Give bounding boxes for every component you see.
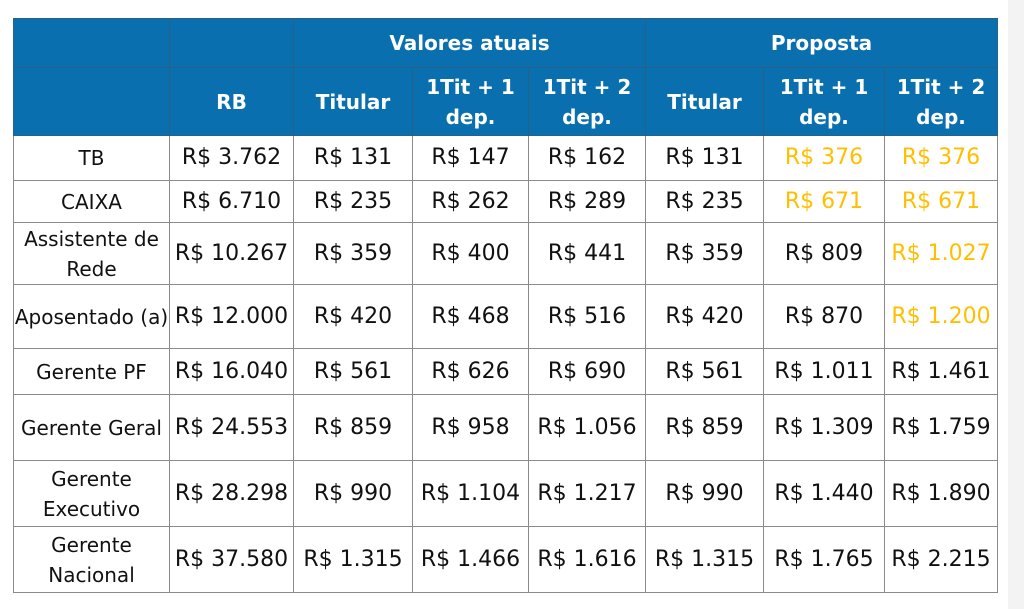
column-header: RB (169, 67, 294, 136)
value-cell: R$ 1.616 (528, 526, 646, 593)
table-row: Gerente Geral R$ 24.553 R$ 859 R$ 958 R$ 1.0… (13, 394, 998, 461)
value-cell: R$ 262 (412, 180, 529, 223)
health-plan-table: Valores atuais Proposta RB Titular 1Tit + … (13, 18, 998, 593)
row-label: Assistente de Rede (13, 222, 170, 285)
row-label: CAIXA (13, 180, 170, 223)
header-group-blank (169, 18, 294, 68)
value-cell: R$ 561 (293, 348, 413, 395)
value-cell: R$ 1.461 (884, 348, 998, 395)
value-cell: R$ 561 (645, 348, 764, 395)
value-cell: R$ 671 (884, 180, 998, 223)
value-cell: R$ 1.217 (528, 460, 646, 527)
value-cell: R$ 376 (763, 135, 885, 181)
header-group-current: Valores atuais (293, 18, 646, 68)
value-cell: R$ 420 (293, 284, 413, 349)
value-cell: R$ 441 (528, 222, 646, 285)
column-header: 1Tit + 2 dep. (884, 67, 998, 136)
column-header: Titular (645, 67, 764, 136)
row-label: TB (13, 135, 170, 181)
column-header: 1Tit + 2 dep. (528, 67, 646, 136)
slide-edge (1008, 0, 1024, 609)
value-cell: R$ 16.040 (169, 348, 294, 395)
header-corner (13, 18, 170, 68)
value-cell: R$ 809 (763, 222, 885, 285)
value-cell: R$ 1.890 (884, 460, 998, 527)
value-cell: R$ 376 (884, 135, 998, 181)
value-cell: R$ 1.466 (412, 526, 529, 593)
value-cell: R$ 3.762 (169, 135, 294, 181)
value-cell: R$ 1.056 (528, 394, 646, 461)
value-cell: R$ 24.553 (169, 394, 294, 461)
value-cell: R$ 1.440 (763, 460, 885, 527)
value-cell: R$ 289 (528, 180, 646, 223)
value-cell: R$ 400 (412, 222, 529, 285)
header-corner-2 (13, 67, 170, 136)
table-row: Gerente Nacional R$ 37.580 R$ 1.315 R$ 1.46… (13, 526, 998, 593)
value-cell: R$ 2.215 (884, 526, 998, 593)
column-header: 1Tit + 1 dep. (763, 67, 885, 136)
value-cell: R$ 516 (528, 284, 646, 349)
row-label: Gerente PF (13, 348, 170, 395)
value-cell: R$ 958 (412, 394, 529, 461)
value-cell: R$ 468 (412, 284, 529, 349)
value-cell: R$ 10.267 (169, 222, 294, 285)
table-row: Aposentado (a) R$ 12.000 R$ 420 R$ 468 R$ 51… (13, 284, 998, 349)
value-cell: R$ 359 (645, 222, 764, 285)
value-cell: R$ 690 (528, 348, 646, 395)
value-cell: R$ 147 (412, 135, 529, 181)
value-cell: R$ 37.580 (169, 526, 294, 593)
column-header: 1Tit + 1 dep. (412, 67, 529, 136)
value-cell: R$ 626 (412, 348, 529, 395)
row-label: Gerente Nacional (13, 526, 170, 593)
value-cell: R$ 1.315 (645, 526, 764, 593)
value-cell: R$ 131 (645, 135, 764, 181)
value-cell: R$ 235 (645, 180, 764, 223)
value-cell: R$ 28.298 (169, 460, 294, 527)
value-cell: R$ 870 (763, 284, 885, 349)
row-label: Gerente Executivo (13, 460, 170, 527)
row-label: Aposentado (a) (13, 284, 170, 349)
value-cell: R$ 990 (293, 460, 413, 527)
value-cell: R$ 6.710 (169, 180, 294, 223)
value-cell: R$ 859 (645, 394, 764, 461)
table-row: Gerente Executivo R$ 28.298 R$ 990 R$ 1.104… (13, 460, 998, 527)
table-row: CAIXA R$ 6.710 R$ 235 R$ 262 R$ 289 R$ 235 R$ … (13, 180, 998, 223)
header-group-proposal: Proposta (645, 18, 998, 68)
value-cell: R$ 1.104 (412, 460, 529, 527)
table-row: TB R$ 3.762 R$ 131 R$ 147 R$ 162 R$ 131 R$ 376… (13, 135, 998, 181)
value-cell: R$ 1.309 (763, 394, 885, 461)
row-label: Gerente Geral (13, 394, 170, 461)
value-cell: R$ 671 (763, 180, 885, 223)
value-cell: R$ 859 (293, 394, 413, 461)
value-cell: R$ 1.765 (763, 526, 885, 593)
value-cell: R$ 1.759 (884, 394, 998, 461)
value-cell: R$ 131 (293, 135, 413, 181)
value-cell: R$ 235 (293, 180, 413, 223)
value-cell: R$ 162 (528, 135, 646, 181)
value-cell: R$ 1.027 (884, 222, 998, 285)
table-row: Assistente de Rede R$ 10.267 R$ 359 R$ 400 R… (13, 222, 998, 285)
value-cell: R$ 359 (293, 222, 413, 285)
value-cell: R$ 990 (645, 460, 764, 527)
value-cell: R$ 1.011 (763, 348, 885, 395)
table-row: Gerente PF R$ 16.040 R$ 561 R$ 626 R$ 690 R$ … (13, 348, 998, 395)
value-cell: R$ 1.315 (293, 526, 413, 593)
value-cell: R$ 12.000 (169, 284, 294, 349)
column-header: Titular (293, 67, 413, 136)
value-cell: R$ 1.200 (884, 284, 998, 349)
value-cell: R$ 420 (645, 284, 764, 349)
